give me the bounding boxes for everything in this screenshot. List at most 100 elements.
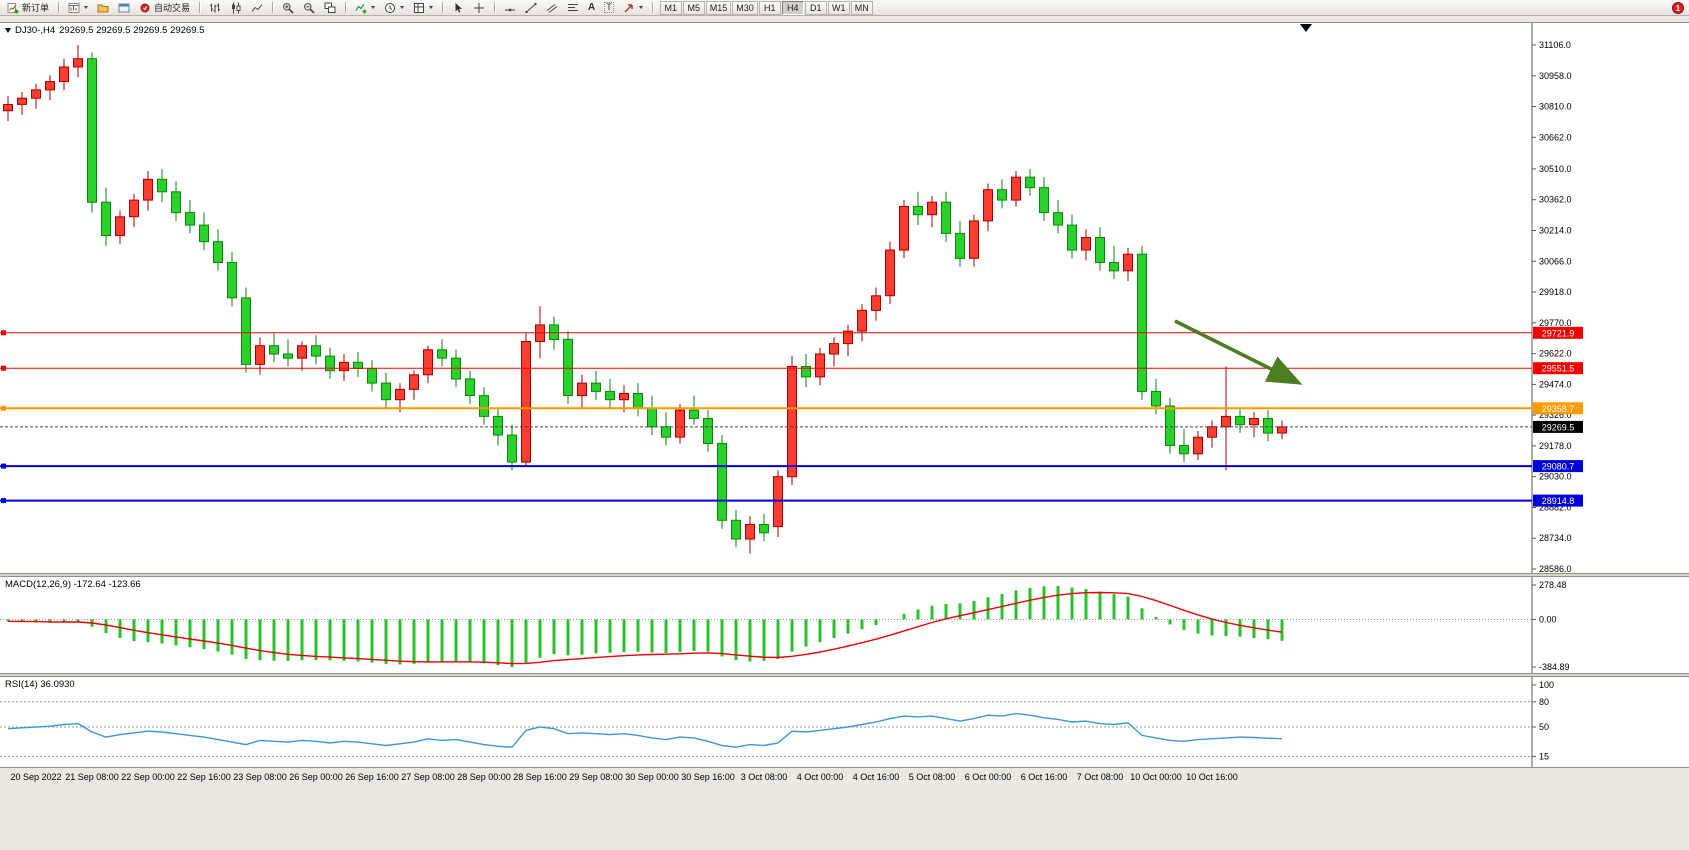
trendline-tool-button[interactable] xyxy=(521,1,541,15)
channel-tool-button[interactable] xyxy=(542,1,562,15)
time-label: 26 Sep 00:00 xyxy=(289,772,343,782)
horizontal-line[interactable] xyxy=(0,405,1532,411)
periods-button[interactable] xyxy=(380,1,408,15)
candlestick-chart-button[interactable] xyxy=(226,1,246,15)
timeframe-button-mn[interactable]: MN xyxy=(850,0,873,15)
svg-text:28734.0: 28734.0 xyxy=(1539,533,1572,543)
macd-panel: 278.48 0.00 -384.89 MACD(12,26,9) -172.64 … xyxy=(0,577,1689,673)
indicators-icon xyxy=(355,2,367,14)
svg-text:29770.0: 29770.0 xyxy=(1539,318,1572,328)
crosshair-button[interactable] xyxy=(469,1,489,15)
panel-splitter[interactable] xyxy=(0,673,1689,677)
svg-text:28586.0: 28586.0 xyxy=(1539,564,1572,574)
horizontal-line[interactable] xyxy=(0,498,1532,504)
timeframe-button-w1[interactable]: W1 xyxy=(827,0,850,15)
notification-badge[interactable]: 1 xyxy=(1672,2,1684,14)
toolbar-separator xyxy=(272,2,274,13)
arrows-tool-button[interactable] xyxy=(619,1,647,15)
toolbar-separator xyxy=(58,2,60,13)
svg-text:29721.9: 29721.9 xyxy=(1542,328,1575,338)
rsi-line xyxy=(7,712,1283,748)
rsi-label: RSI(14) 36.0930 xyxy=(5,679,75,690)
label-tool-button[interactable]: T xyxy=(600,1,618,15)
rsi-chart[interactable]: 100 80 50 15 xyxy=(0,677,1689,767)
time-label: 22 Sep 00:00 xyxy=(121,772,175,782)
horizontal-line[interactable] xyxy=(0,463,1532,469)
fibonacci-tool-button[interactable] xyxy=(563,1,583,15)
toolbar: 新订单 自动交易 xyxy=(0,0,1689,16)
price-badge: 28914.8 xyxy=(1533,494,1583,507)
trendline-icon xyxy=(525,2,537,14)
new-chart-button[interactable] xyxy=(64,1,92,15)
time-label: 22 Sep 16:00 xyxy=(177,772,231,782)
svg-text:29326.0: 29326.0 xyxy=(1539,410,1572,420)
text-icon: A xyxy=(588,1,596,13)
rsi-panel: 100 80 50 15 RSI(14) 36.0930 xyxy=(0,677,1689,767)
macd-histogram xyxy=(6,586,1284,667)
ohlc-values: 29269.5 29269.5 29269.5 29269.5 xyxy=(59,25,205,36)
symbol-ohlc-label: DJ30-,H4 29269.5 29269.5 29269.5 29269.5 xyxy=(5,25,204,36)
svg-text:29358.7: 29358.7 xyxy=(1542,404,1575,414)
bottom-space xyxy=(0,786,1689,850)
svg-text:30958.0: 30958.0 xyxy=(1539,71,1572,81)
new-order-button[interactable]: 新订单 xyxy=(3,1,53,15)
new-order-label: 新订单 xyxy=(22,3,50,13)
annotation-arrow[interactable] xyxy=(1174,319,1303,385)
horizontal-line[interactable] xyxy=(0,365,1532,371)
candlestick-icon xyxy=(230,2,242,14)
price-badge: 29269.5 xyxy=(1533,420,1583,433)
svg-text:28914.8: 28914.8 xyxy=(1542,496,1575,506)
autotrade-button[interactable]: 自动交易 xyxy=(135,1,194,15)
time-axis[interactable]: 20 Sep 2022 21 Sep 08:00 22 Sep 00:00 22 Se… xyxy=(0,767,1689,786)
timeframe-toolbar: M1 M5 M15 M30 H1 H4 D1 W1 MN xyxy=(659,0,873,15)
tile-windows-button[interactable] xyxy=(320,1,340,15)
line-chart-button[interactable] xyxy=(247,1,267,15)
horizontal-line-tool-button[interactable] xyxy=(500,1,520,15)
svg-text:29080.7: 29080.7 xyxy=(1542,462,1575,472)
svg-text:29551.5: 29551.5 xyxy=(1542,364,1575,374)
bar-chart-icon xyxy=(209,2,221,14)
timeframe-button-h1[interactable]: H1 xyxy=(758,0,781,15)
time-label: 3 Oct 08:00 xyxy=(740,772,788,782)
time-label: 23 Sep 08:00 xyxy=(233,772,287,782)
indicators-button[interactable] xyxy=(351,1,379,15)
terminal-button[interactable] xyxy=(114,1,134,15)
time-label: 4 Oct 00:00 xyxy=(796,772,844,782)
timeframe-button-m5[interactable]: M5 xyxy=(682,0,705,15)
timeframe-button-m1[interactable]: M1 xyxy=(659,0,682,15)
svg-text:80: 80 xyxy=(1539,697,1549,707)
time-label: 30 Sep 16:00 xyxy=(681,772,735,782)
timeframe-button-m15[interactable]: M15 xyxy=(705,0,732,15)
svg-text:30066.0: 30066.0 xyxy=(1539,256,1572,266)
horizontal-line[interactable] xyxy=(0,330,1532,336)
price-badge: 29080.7 xyxy=(1533,460,1583,473)
profiles-button[interactable] xyxy=(93,1,113,15)
chart-dropdown-icon[interactable] xyxy=(5,28,11,33)
chevron-down-icon xyxy=(638,6,643,9)
symbol-name: DJ30-,H4 xyxy=(15,25,56,36)
autotrade-label: 自动交易 xyxy=(154,3,191,13)
price-axis: 31106.0 30958.0 30810.0 30662.0 30510.0 30362… xyxy=(1532,40,1572,574)
zoom-in-button[interactable] xyxy=(278,1,298,15)
time-label: 21 Sep 08:00 xyxy=(65,772,119,782)
text-tool-button[interactable]: A xyxy=(584,1,599,15)
svg-text:29622.0: 29622.0 xyxy=(1539,349,1572,359)
bar-chart-button[interactable] xyxy=(205,1,225,15)
candlesticks xyxy=(3,45,1287,554)
panel-splitter[interactable] xyxy=(0,573,1689,577)
crosshair-icon xyxy=(473,2,485,14)
periods-icon xyxy=(384,2,396,14)
time-label: 10 Oct 16:00 xyxy=(1186,772,1238,782)
zoom-out-button[interactable] xyxy=(299,1,319,15)
svg-text:30214.0: 30214.0 xyxy=(1539,226,1572,236)
templates-button[interactable] xyxy=(409,1,437,15)
timeframe-button-d1[interactable]: D1 xyxy=(804,0,827,15)
chart-shift-marker[interactable] xyxy=(1300,24,1312,32)
cursor-button[interactable] xyxy=(448,1,468,15)
svg-text:0.00: 0.00 xyxy=(1539,614,1557,624)
time-label: 20 Sep 2022 xyxy=(10,772,62,782)
main-chart[interactable]: 31106.0 30958.0 30810.0 30662.0 30510.0 30362… xyxy=(0,23,1689,574)
timeframe-button-h4[interactable]: H4 xyxy=(781,0,804,15)
timeframe-button-m30[interactable]: M30 xyxy=(732,0,758,15)
macd-chart[interactable]: 278.48 0.00 -384.89 xyxy=(0,577,1689,673)
